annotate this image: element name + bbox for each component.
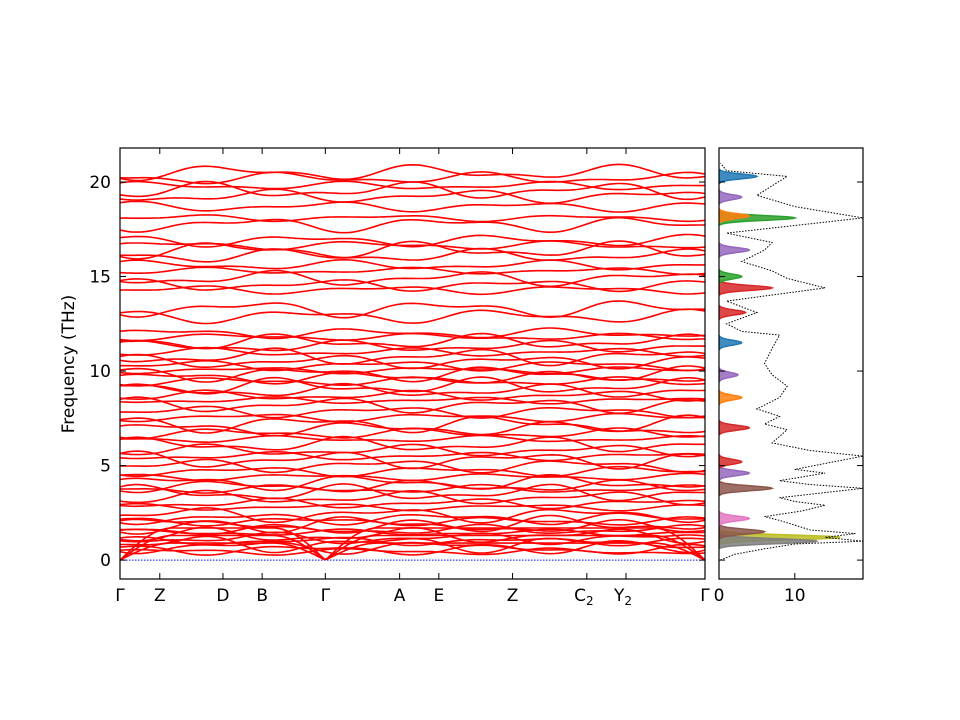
dos-projected-peak: [719, 304, 747, 321]
band-plot-frame: [119, 147, 706, 580]
dos-projected-peak: [719, 510, 751, 527]
optical-band: [120, 458, 705, 474]
optical-band: [120, 332, 705, 350]
optical-band: [120, 396, 705, 405]
optical-band: [120, 489, 705, 506]
optical-band: [120, 518, 705, 535]
optical-band: [120, 414, 705, 434]
y-tick-label: 0: [100, 551, 111, 571]
optical-band: [120, 359, 705, 372]
kpoint-label: B: [256, 586, 268, 606]
optical-band: [120, 285, 705, 296]
optical-band: [120, 523, 705, 536]
optical-band: [120, 435, 705, 453]
dos-x-tick-label: 0: [714, 586, 725, 606]
optical-band: [120, 247, 705, 263]
dos-axis-ticks: 0 10: [714, 181, 863, 606]
optical-band: [120, 526, 705, 545]
optical-band: [120, 483, 705, 502]
dos-projected-peak: [719, 420, 751, 436]
optical-band: [120, 512, 705, 526]
band-structure-panel: Γ Z D B Γ A E Z C2 Y2 Γ 0 5 10 15 20 Frequency (THz): [59, 147, 710, 608]
optical-band: [120, 405, 705, 419]
optical-band: [120, 497, 705, 510]
optical-band: [120, 443, 705, 458]
kpoint-label: Γ: [321, 586, 331, 606]
optical-band: [120, 434, 705, 444]
optical-band: [120, 514, 705, 534]
optical-band: [120, 269, 705, 288]
dos-projected-peak: [719, 524, 767, 540]
optical-band: [120, 216, 705, 234]
dos-panel: 0 10: [714, 147, 864, 606]
optical-band: [120, 163, 705, 182]
kpoint-label: Γ: [115, 586, 125, 606]
optical-band: [120, 531, 705, 546]
dos-projected-peak: [719, 168, 759, 184]
optical-band: [120, 365, 705, 383]
kpoint-label: A: [394, 586, 406, 606]
optical-band: [120, 450, 705, 470]
y-axis-label: Frequency (THz): [59, 295, 79, 434]
optical-band: [120, 389, 705, 402]
optical-band: [120, 327, 705, 340]
optical-band: [120, 188, 705, 204]
optical-band: [120, 171, 705, 185]
optical-band: [120, 180, 705, 191]
optical-band: [120, 412, 705, 423]
frequency-axis-ticks: 0 5 10 15 20: [89, 173, 705, 571]
kpoint-label: Z: [507, 586, 519, 606]
kpoint-label: D: [216, 586, 229, 606]
dos-projected-peak: [719, 389, 743, 406]
dos-projected-peak: [719, 208, 751, 224]
optical-band: [120, 233, 705, 248]
optical-band: [120, 200, 705, 213]
optical-band: [120, 347, 705, 367]
optical-band: [120, 376, 705, 395]
kpoint-ticks: Γ Z D B Γ A E Z C2 Y2 Γ: [115, 148, 710, 608]
dos-projected-peak: [719, 335, 743, 351]
optical-band: [120, 240, 705, 251]
optical-band: [120, 502, 705, 512]
dos-total-line: [720, 162, 863, 561]
kpoint-label: Z: [154, 586, 166, 606]
kpoint-label: C2: [574, 586, 594, 608]
y-tick-label: 10: [89, 362, 111, 382]
optical-band: [120, 308, 705, 325]
optical-band: [120, 516, 705, 527]
dos-plot-background: [719, 148, 863, 579]
dos-total: [720, 162, 863, 561]
optical-band: [120, 420, 705, 437]
optical-band: [120, 450, 705, 462]
dos-projected-peak: [719, 189, 743, 205]
optical-band: [120, 396, 705, 415]
optical-band: [120, 353, 705, 370]
optical-band: [120, 483, 705, 494]
kpoint-label: Γ: [700, 586, 710, 606]
dos-projected-peak: [719, 242, 751, 258]
band-lines: [120, 163, 705, 561]
optical-band: [120, 258, 705, 271]
optical-band: [120, 300, 705, 319]
kpoint-label: E: [433, 586, 444, 606]
y-tick-label: 20: [89, 173, 111, 193]
optical-band: [120, 543, 705, 556]
optical-band: [120, 535, 705, 547]
y-tick-label: 15: [89, 268, 111, 288]
dos-projected-peak: [719, 268, 743, 285]
y-tick-label: 5: [100, 457, 111, 477]
dos-plot-frame: [718, 147, 864, 580]
kpoint-label: Y2: [613, 586, 632, 608]
optical-band: [120, 278, 705, 293]
dos-x-tick-label: 10: [784, 586, 806, 606]
optical-band: [120, 214, 705, 223]
optical-band: [120, 472, 705, 482]
dos-projected-peak: [719, 480, 775, 496]
